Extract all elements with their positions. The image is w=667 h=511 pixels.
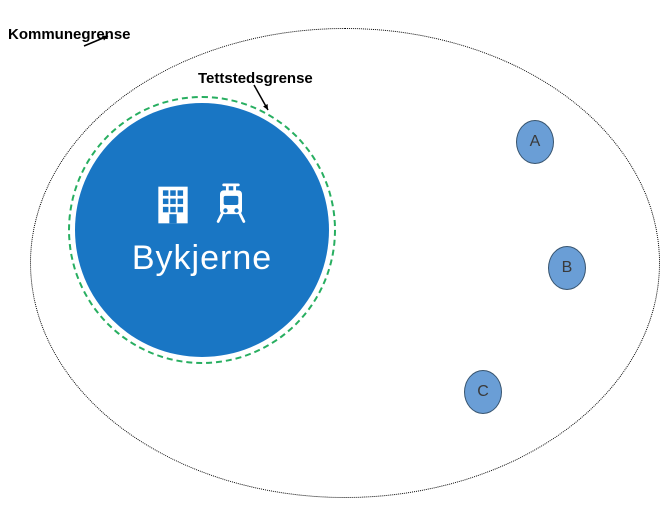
zone-a-label: A — [530, 133, 541, 151]
bykjerne-icons — [151, 183, 253, 227]
diagram-canvas: Bykjerne Kommunegrense Tettstedsgrense A… — [0, 0, 667, 511]
bykjerne-label: Bykjerne — [132, 239, 272, 278]
zone-b: B — [548, 246, 586, 290]
zone-c-label: C — [477, 383, 489, 401]
zone-c: C — [464, 370, 502, 414]
kommune-label: Kommunegrense — [8, 26, 131, 43]
zone-b-label: B — [562, 259, 573, 277]
tram-icon — [209, 183, 253, 227]
zone-a: A — [516, 120, 554, 164]
bykjerne-circle: Bykjerne — [75, 103, 329, 357]
building-icon — [151, 183, 195, 227]
tettsted-label: Tettstedsgrense — [198, 70, 313, 87]
